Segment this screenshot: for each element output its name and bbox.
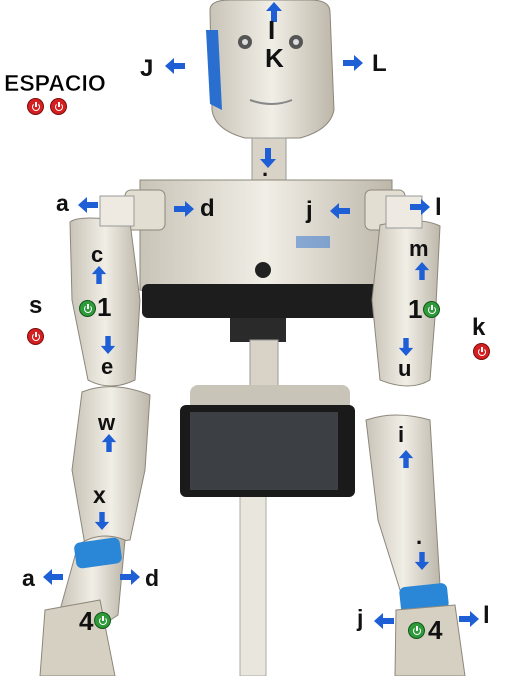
shoulder-left-in-key: d (200, 195, 215, 222)
wrist-right-key: . (416, 524, 423, 549)
elbow-right-down-arrow-icon[interactable] (397, 338, 415, 356)
elbow-left-key: e (101, 354, 114, 379)
shoulder-right-out-key: l (435, 194, 442, 221)
forearm-left-up-arrow-icon[interactable] (100, 434, 118, 452)
hand-left-in-key: d (145, 565, 160, 591)
grip-right-power-icon[interactable] (409, 623, 424, 638)
neck-down-arrow-icon[interactable] (260, 148, 276, 168)
grip-left-power-icon[interactable] (95, 613, 110, 628)
hand-right-in-arrow-icon[interactable] (374, 613, 394, 629)
shoulder-left-out-key: a (56, 190, 69, 216)
grip-right-key: 4 (428, 615, 443, 645)
hand-right-out-key: l (483, 602, 490, 629)
hand-left-out-key: a (22, 565, 35, 591)
shoulder-left-in-arrow-icon[interactable] (174, 201, 194, 217)
neck-key: . (262, 156, 269, 181)
head-center-key: K (265, 43, 284, 73)
head-right-arrow-icon[interactable] (343, 55, 363, 71)
space-power-icon-2[interactable] (51, 99, 66, 114)
forearm-left-key: w (98, 410, 116, 435)
upper-arm-left-up-arrow-icon[interactable] (91, 266, 107, 284)
side-right-power-icon[interactable] (474, 344, 489, 359)
grip-left-key: 4 (79, 606, 94, 636)
hand-left-in-arrow-icon[interactable] (120, 569, 140, 585)
upper-arm-left-key: c (91, 242, 104, 267)
shoulder-right-in-key: j (306, 197, 313, 224)
shoulder-left-out-arrow-icon[interactable] (78, 197, 98, 213)
shoulder-right-in-arrow-icon[interactable] (330, 203, 350, 219)
upper-arm-right-up-arrow-icon[interactable] (414, 262, 430, 280)
elbow-right-key: u (398, 356, 412, 381)
shoulder-right-out-arrow-icon[interactable] (410, 199, 430, 215)
head-up-key: I (268, 15, 276, 45)
head-left-key: J (140, 55, 154, 82)
forearm-right-key: i (398, 422, 405, 447)
forearm-right-up-arrow-icon[interactable] (397, 450, 415, 468)
upper-arm-right-key: m (409, 236, 429, 261)
side-right-key: k (472, 314, 486, 341)
toggle-right-power-icon[interactable] (424, 302, 439, 317)
elbow-left-down-arrow-icon[interactable] (99, 336, 117, 354)
side-left-key: s (29, 292, 43, 319)
head-up-arrow-icon[interactable] (266, 2, 282, 22)
head-right-key: L (372, 50, 387, 77)
hand-left-out-arrow-icon[interactable] (43, 569, 63, 585)
toggle-right-key: 1 (408, 294, 423, 324)
side-left-power-icon[interactable] (28, 329, 43, 344)
wrist-left-down-arrow-icon[interactable] (93, 512, 111, 530)
space-power-icon-1[interactable] (28, 99, 43, 114)
wrist-right-down-arrow-icon[interactable] (413, 552, 431, 570)
head-left-arrow-icon[interactable] (165, 58, 185, 74)
toggle-left-key: 1 (97, 292, 112, 322)
space-key-label: ESPACIO (4, 70, 106, 96)
hand-right-in-key: j (357, 605, 364, 631)
wrist-left-key: x (93, 482, 106, 508)
hand-right-out-arrow-icon[interactable] (459, 611, 479, 627)
toggle-left-power-icon[interactable] (80, 301, 95, 316)
